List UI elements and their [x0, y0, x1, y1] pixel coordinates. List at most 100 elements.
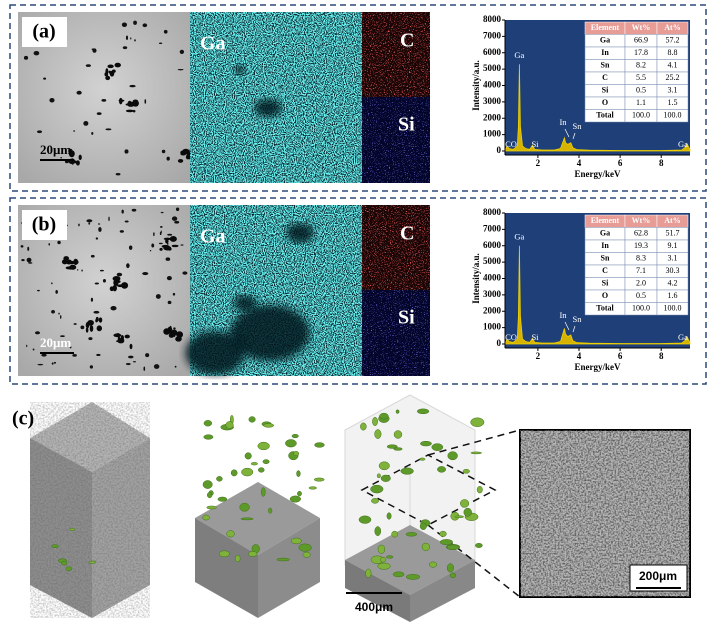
pore: [89, 325, 94, 332]
pore: [122, 46, 128, 50]
green-particle: [358, 515, 372, 524]
pore: [169, 236, 177, 242]
pore: [43, 77, 47, 80]
pore: [68, 150, 75, 158]
green-particle: [437, 466, 446, 473]
pore: [60, 156, 62, 159]
pore: [177, 159, 184, 163]
scale-label: 20μm: [40, 142, 71, 157]
table-text: 1.6: [668, 291, 678, 300]
pore: [163, 328, 171, 335]
green-particle: [386, 555, 394, 559]
green-particle: [463, 507, 472, 517]
table-text: 100.0: [632, 111, 650, 120]
pore: [105, 75, 111, 81]
peak-label: Si: [531, 139, 539, 149]
pore: [126, 263, 130, 269]
pore: [23, 55, 29, 60]
panel-c: [30, 394, 691, 622]
green-particle: [244, 452, 252, 460]
green-particle: [218, 550, 230, 558]
green-particle: [462, 469, 470, 474]
table-text: In: [601, 48, 609, 57]
green-particle: [439, 530, 447, 537]
pore: [155, 294, 161, 299]
pore: [177, 68, 184, 71]
scale-label: 200μm: [639, 569, 677, 583]
pore: [129, 84, 136, 88]
pore: [89, 365, 94, 369]
c-noise: [362, 12, 430, 97]
pore: [115, 173, 121, 176]
green-particle: [454, 515, 464, 519]
map-label: C: [400, 223, 414, 245]
pore: [125, 363, 131, 366]
pore: [107, 64, 114, 69]
table-text: 25.2: [666, 73, 680, 82]
si-noise: [362, 97, 430, 183]
pore: [105, 68, 109, 75]
green-particle: [296, 470, 301, 477]
pore: [90, 254, 95, 258]
dark-region: [234, 65, 246, 75]
pore: [115, 279, 118, 282]
pore: [125, 35, 129, 40]
table-text: 1.5: [668, 98, 678, 107]
green-particle: [446, 563, 454, 573]
pore: [167, 247, 172, 251]
pore: [88, 337, 93, 341]
green-particle: [374, 526, 382, 536]
pore: [144, 99, 147, 104]
pore: [49, 98, 55, 103]
table-text: 3.1: [668, 254, 678, 263]
green-particle: [393, 447, 403, 451]
table-text: Sn: [601, 61, 610, 70]
pore: [143, 366, 146, 371]
table-text: 8.2: [636, 61, 646, 70]
label-box: [22, 17, 67, 47]
table-text: 17.8: [634, 48, 648, 57]
x-tick-label: 2: [536, 158, 541, 168]
x-axis-label: Energy/keV: [575, 169, 621, 179]
pore: [176, 331, 184, 339]
pore: [72, 354, 77, 357]
pore: [171, 216, 178, 221]
table-text: 8.3: [636, 254, 646, 263]
y-tick-label: 5000: [483, 63, 502, 73]
slab-right: [258, 518, 320, 618]
green-particle: [379, 412, 389, 420]
pore: [163, 29, 168, 34]
map-label: C: [400, 30, 414, 52]
green-particle: [262, 459, 270, 464]
pore: [175, 336, 182, 342]
y-tick-label: 3000: [483, 289, 502, 299]
green-particle: [416, 408, 430, 415]
green-particle: [380, 556, 387, 563]
pore: [36, 289, 40, 292]
green-particle: [297, 490, 302, 497]
table-text: Sn: [601, 254, 610, 263]
pore: [98, 227, 102, 232]
pore: [81, 269, 83, 272]
pore: [69, 346, 72, 349]
pore: [78, 223, 80, 227]
pore: [27, 246, 30, 251]
table-text: 62.8: [634, 229, 648, 238]
pore: [132, 100, 139, 107]
si-noise: [362, 290, 430, 376]
pore: [166, 275, 172, 281]
pore: [142, 272, 149, 276]
green-particle: [380, 474, 391, 482]
map-label: Ga: [200, 33, 226, 55]
green-particle: [250, 462, 258, 466]
pore: [151, 243, 155, 248]
pore: [179, 49, 185, 55]
green-particle: [419, 522, 427, 530]
green-particle: [377, 562, 391, 570]
x-tick-label: 8: [659, 158, 664, 168]
green-particle: [61, 560, 68, 566]
pore: [159, 231, 162, 236]
pore: [124, 334, 130, 339]
pore: [51, 310, 55, 314]
